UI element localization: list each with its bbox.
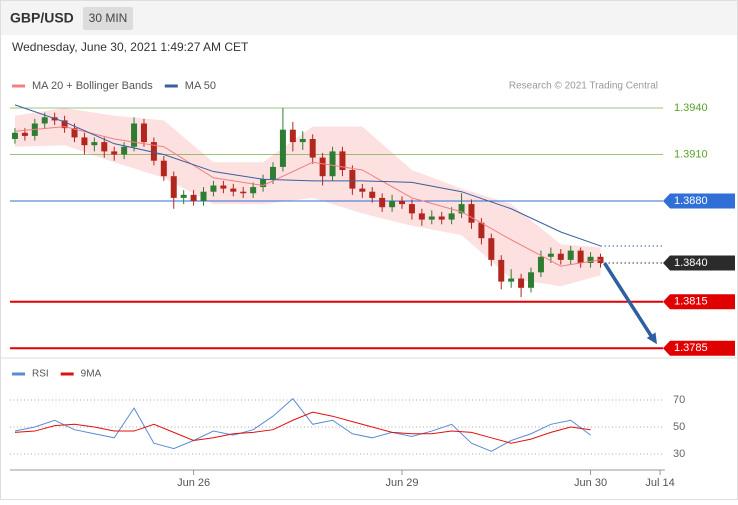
rsi-line [14,411,591,444]
forecast-arrow-head [646,332,657,345]
candle-body [488,238,495,260]
level-label: 1.3815 [674,296,708,308]
candle-body [150,142,157,161]
candle-body [518,278,525,288]
candle-body [140,123,147,143]
candle-body [498,259,505,282]
candle-body [309,139,316,158]
legend-swatch [60,372,74,376]
candle-body [418,213,425,220]
candle-body [587,256,594,263]
legend-label: MA 50 [185,80,216,92]
candle-body [319,157,326,177]
credit: Research © 2021 Trading Central [509,81,658,92]
candle-body [279,129,286,167]
x-tick-label: Jun 26 [177,477,210,489]
level-label: 1.3840 [674,257,708,269]
candle-body [260,179,267,188]
candle-body [170,176,177,198]
candle-body [121,146,128,155]
ma-line [14,104,601,247]
level-tag [663,340,735,356]
candle-body [220,185,227,189]
candle-body [200,191,207,201]
candle-body [458,204,465,214]
candle-body [289,129,296,143]
candle-body [369,191,376,198]
candle-body [131,123,138,147]
rsi-line [14,397,591,452]
candle-body [408,204,415,214]
candle-body [299,139,306,143]
candle-body [329,151,336,177]
candle-body [389,201,396,208]
candle-body [557,253,564,260]
candle-body [71,128,78,138]
interval: 30 MIN [89,11,128,25]
candle-body [269,166,276,180]
candle-body [21,132,28,136]
candle-body [61,120,68,129]
candle-body [81,137,88,146]
candle-body [101,142,108,152]
y-tick-label: 50 [673,421,685,433]
legend-label: MA 20 + Bollinger Bands [32,80,153,92]
timestamp: Wednesday, June 30, 2021 1:49:27 AM CET [12,40,249,54]
candle-body [567,250,574,260]
interval-badge [83,7,133,30]
candle-body [349,170,356,189]
level-tag [663,255,735,271]
candle-body [379,197,386,208]
ma-line [14,126,601,267]
candle-body [160,160,167,177]
candle-body [478,222,485,239]
symbol: GBP/USD [10,10,74,26]
level-tag [663,294,735,310]
candle-body [230,188,237,192]
x-tick-label: Jun 29 [385,477,418,489]
candle-body [41,117,48,124]
candle-body [250,187,257,194]
candle-body [428,216,435,220]
candle-body [180,194,187,198]
candle-body [240,191,247,194]
legend-label: RSI [32,369,49,380]
x-tick-label: Jun 30 [574,477,607,489]
candle-body [11,132,18,139]
y-tick-label: 30 [673,448,685,460]
legend-swatch [12,84,25,88]
level-tag [663,193,735,209]
candle-body [537,256,544,273]
x-tick-label: Jul 14 [645,477,674,489]
level-label: 1.3785 [674,342,708,354]
candle-body [448,213,455,220]
candle-body [468,204,475,223]
candle-body [339,151,346,170]
candle-body [359,188,366,192]
candle-body [547,253,554,257]
level-label: 1.3940 [674,102,708,114]
candle-body [577,250,584,263]
legend-swatch [12,372,25,376]
legend-label: 9MA [81,369,102,380]
candle-body [528,272,535,288]
y-tick-label: 70 [673,394,685,406]
candle-body [91,142,98,146]
candle-body [438,216,445,220]
candle-body [111,151,118,155]
candle-body [508,278,515,282]
candle-body [399,201,406,205]
candle-body [190,194,197,201]
legend-swatch [164,84,178,88]
bollinger-band [14,108,601,287]
level-label: 1.3880 [674,195,708,207]
forecast-arrow [603,262,654,339]
candle-body [210,185,217,192]
level-label: 1.3910 [674,148,708,160]
